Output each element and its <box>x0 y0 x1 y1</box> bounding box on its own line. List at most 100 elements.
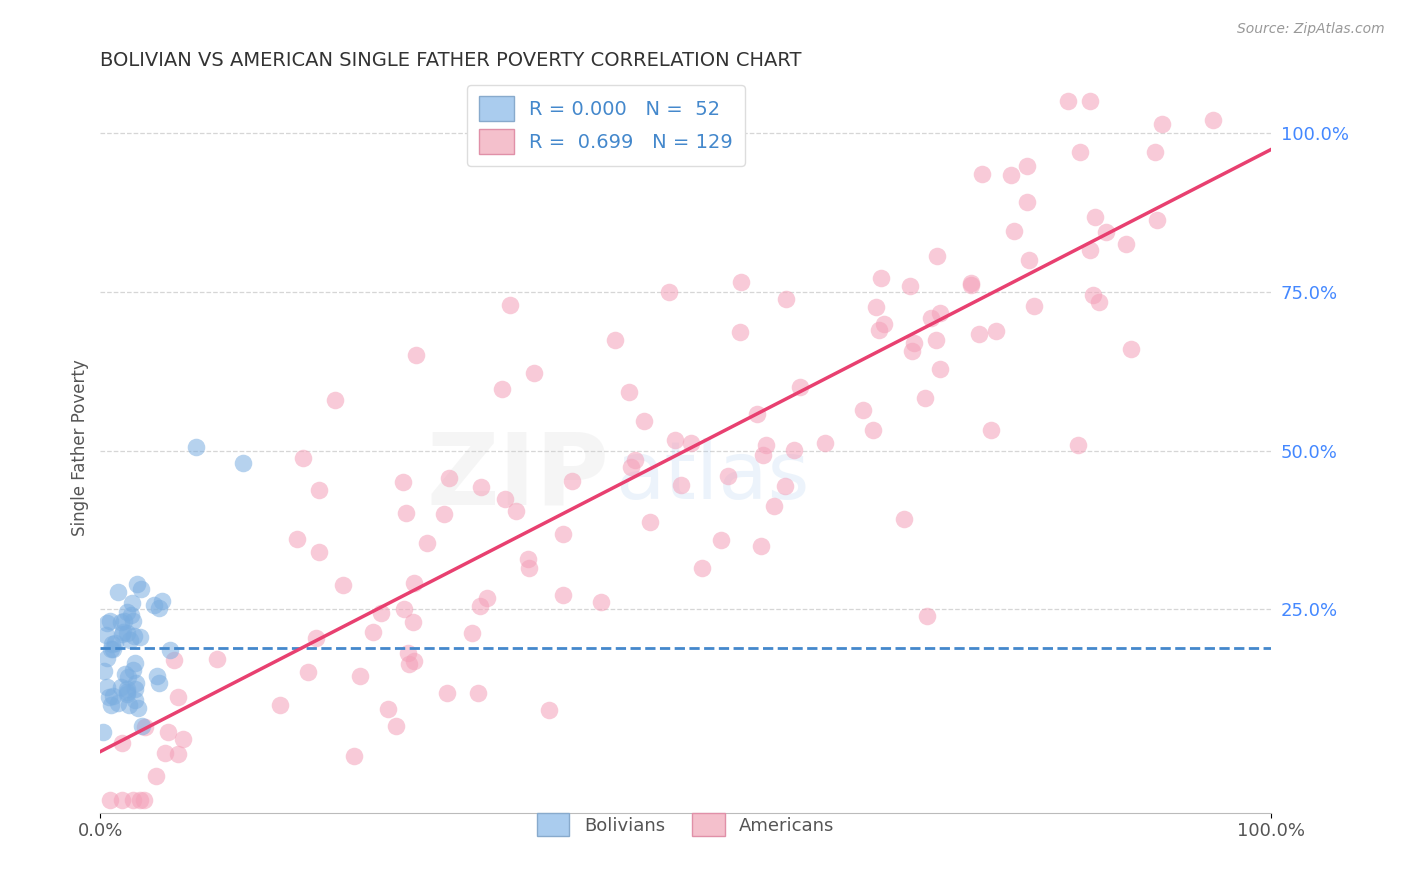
Point <box>349 669 371 683</box>
Point <box>903 335 925 350</box>
Legend: Bolivians, Americans: Bolivians, Americans <box>530 806 842 844</box>
Point <box>115 605 138 619</box>
Point <box>96 651 118 665</box>
Y-axis label: Single Father Poverty: Single Father Poverty <box>72 359 89 536</box>
Point <box>134 719 156 733</box>
Point <box>127 701 149 715</box>
Point <box>901 344 924 359</box>
Text: BOLIVIAN VS AMERICAN SINGLE FATHER POVERTY CORRELATION CHART: BOLIVIAN VS AMERICAN SINGLE FATHER POVER… <box>100 51 801 70</box>
Point <box>468 599 491 613</box>
Point <box>664 433 686 447</box>
Point <box>297 665 319 680</box>
Point <box>104 636 127 650</box>
Point <box>1150 117 1173 131</box>
Point <box>681 436 703 450</box>
Point <box>332 577 354 591</box>
Point <box>110 680 132 694</box>
Point <box>553 588 575 602</box>
Point <box>148 676 170 690</box>
Point <box>148 600 170 615</box>
Point <box>925 249 948 263</box>
Point <box>1078 243 1101 257</box>
Point <box>343 748 366 763</box>
Point <box>159 643 181 657</box>
Point <box>96 680 118 694</box>
Point <box>157 725 180 739</box>
Point <box>395 506 418 520</box>
Point <box>122 793 145 807</box>
Point <box>115 685 138 699</box>
Point <box>865 300 887 314</box>
Point <box>118 633 141 648</box>
Point <box>142 599 165 613</box>
Point <box>125 675 148 690</box>
Point <box>308 483 330 497</box>
Point <box>155 746 177 760</box>
Point <box>96 627 118 641</box>
Point <box>124 692 146 706</box>
Point <box>111 793 134 807</box>
Point <box>1002 224 1025 238</box>
Point <box>128 631 150 645</box>
Point <box>898 278 921 293</box>
Point <box>433 507 456 521</box>
Point <box>873 318 896 332</box>
Point <box>118 698 141 713</box>
Point <box>117 670 139 684</box>
Point <box>112 624 135 639</box>
Point <box>269 698 291 713</box>
Point <box>959 277 981 292</box>
Point <box>1083 287 1105 301</box>
Point <box>929 361 952 376</box>
Point <box>717 469 740 483</box>
Point <box>1084 211 1107 225</box>
Point <box>980 423 1002 437</box>
Point <box>145 769 167 783</box>
Point <box>972 167 994 181</box>
Point <box>308 545 330 559</box>
Point <box>172 731 194 746</box>
Point <box>1143 145 1166 159</box>
Point <box>505 504 527 518</box>
Point <box>404 654 426 668</box>
Point <box>893 512 915 526</box>
Point <box>125 577 148 591</box>
Point <box>914 392 936 406</box>
Point <box>163 653 186 667</box>
Point <box>392 602 415 616</box>
Point <box>1015 159 1038 173</box>
Point <box>122 663 145 677</box>
Point <box>110 736 132 750</box>
Point <box>773 479 796 493</box>
Point <box>869 271 891 285</box>
Point <box>538 703 561 717</box>
Point <box>1115 236 1137 251</box>
Point <box>852 403 875 417</box>
Point <box>658 285 681 300</box>
Point <box>115 681 138 696</box>
Point <box>416 536 439 550</box>
Point <box>285 532 308 546</box>
Point <box>690 561 713 575</box>
Point <box>730 275 752 289</box>
Point <box>396 646 419 660</box>
Point <box>391 475 413 489</box>
Point <box>470 480 492 494</box>
Point <box>361 625 384 640</box>
Point <box>589 595 612 609</box>
Point <box>1069 145 1091 160</box>
Point <box>167 747 190 761</box>
Point <box>402 615 425 629</box>
Point <box>232 456 254 470</box>
Point <box>1000 168 1022 182</box>
Text: ZIP: ZIP <box>427 428 610 525</box>
Point <box>436 686 458 700</box>
Point <box>1057 95 1080 109</box>
Point <box>370 606 392 620</box>
Point <box>494 491 516 506</box>
Point <box>775 292 797 306</box>
Point <box>730 326 752 340</box>
Point <box>789 380 811 394</box>
Point <box>475 591 498 606</box>
Point <box>633 413 655 427</box>
